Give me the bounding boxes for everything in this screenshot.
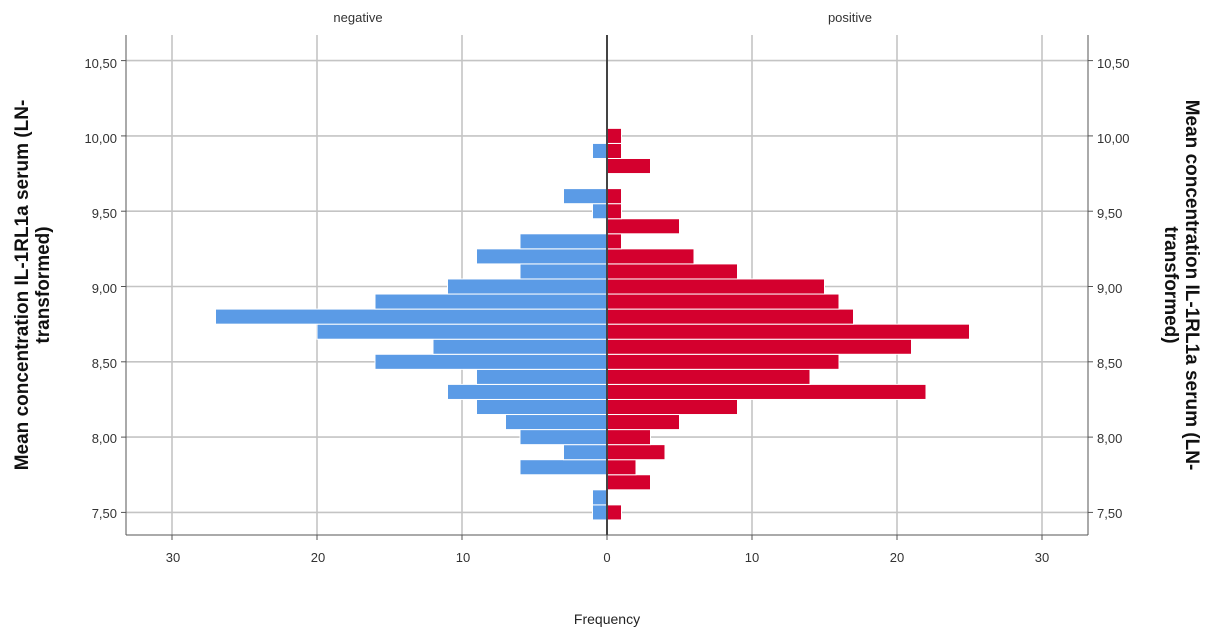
bar-positive-14 bbox=[606, 293, 840, 310]
bar-negative-18 bbox=[519, 233, 608, 250]
x-tick-label-pos-30: 30 bbox=[1035, 550, 1049, 565]
bar-negative-7 bbox=[476, 398, 608, 416]
bar-positive-5 bbox=[606, 429, 651, 446]
bar-negative-15 bbox=[447, 278, 608, 295]
axes bbox=[125, 35, 1089, 536]
panel-label-negative: negative bbox=[333, 10, 382, 25]
y-tick-right-1000: 10,00 bbox=[1097, 131, 1130, 146]
bar-negative-10 bbox=[374, 353, 608, 370]
x-tick-label-pos-10: 10 bbox=[745, 550, 759, 565]
left-y-axis-title-line-1: Mean concentration IL-1RL1a serum (LN- bbox=[12, 100, 33, 471]
bar-positive-17 bbox=[606, 248, 695, 265]
bar-negative-4 bbox=[563, 444, 608, 461]
y-tick-left-1000: 10,00 bbox=[84, 131, 117, 146]
bar-negative-16 bbox=[519, 263, 608, 280]
y-tick-right-950: 9,50 bbox=[1097, 206, 1122, 221]
bar-positive-23 bbox=[606, 157, 651, 175]
y-tick-right-750: 7,50 bbox=[1097, 506, 1122, 521]
histogram-bars bbox=[215, 127, 970, 521]
x-tick-label-pos-20: 20 bbox=[890, 550, 904, 565]
bar-negative-1 bbox=[592, 489, 608, 506]
bar-positive-7 bbox=[606, 398, 738, 416]
bar-negative-13 bbox=[215, 308, 608, 325]
bar-positive-25 bbox=[606, 127, 622, 144]
bar-positive-24 bbox=[606, 142, 622, 159]
y-tick-right-900: 9,00 bbox=[1097, 281, 1122, 296]
y-tick-left-950: 9,50 bbox=[92, 206, 117, 221]
y-tick-left-850: 8,50 bbox=[92, 356, 117, 371]
right-y-axis-title-line-2: transformed) bbox=[1160, 226, 1181, 343]
x-tick-label-neg-20: 20 bbox=[311, 550, 325, 565]
x-tick-label-neg-30: 30 bbox=[166, 550, 180, 565]
bar-negative-20 bbox=[592, 203, 608, 220]
bar-negative-24 bbox=[592, 142, 608, 159]
bar-negative-5 bbox=[519, 429, 608, 446]
bar-positive-11 bbox=[606, 338, 912, 355]
bar-positive-18 bbox=[606, 233, 622, 250]
bar-positive-3 bbox=[606, 459, 637, 476]
bar-positive-21 bbox=[606, 188, 622, 205]
panel-label-positive: positive bbox=[828, 10, 872, 25]
y-tick-right-850: 8,50 bbox=[1097, 356, 1122, 371]
y-tick-left-750: 7,50 bbox=[92, 506, 117, 521]
y-tick-left-900: 9,00 bbox=[92, 281, 117, 296]
x-tick-label-neg-10: 10 bbox=[456, 550, 470, 565]
bar-negative-12 bbox=[316, 323, 608, 340]
bar-positive-9 bbox=[606, 368, 811, 385]
bar-negative-9 bbox=[476, 368, 608, 385]
bar-negative-14 bbox=[374, 293, 608, 310]
bar-negative-17 bbox=[476, 248, 608, 265]
bar-negative-3 bbox=[519, 459, 608, 476]
right-y-axis-title-line-1: Mean concentration IL-1RL1a serum (LN- bbox=[1181, 100, 1202, 471]
bar-positive-0 bbox=[606, 504, 622, 521]
bar-positive-15 bbox=[606, 278, 825, 295]
bar-positive-13 bbox=[606, 308, 854, 325]
x-tick-label-zero: 0 bbox=[603, 550, 610, 565]
y-tick-left-800: 8,00 bbox=[92, 431, 117, 446]
bar-negative-21 bbox=[563, 188, 608, 205]
bar-positive-19 bbox=[606, 218, 680, 235]
x-axis-title: Frequency bbox=[574, 611, 640, 627]
bar-negative-6 bbox=[505, 414, 608, 431]
bar-positive-12 bbox=[606, 323, 970, 340]
y-tick-left-1050: 10,50 bbox=[84, 56, 117, 71]
left-y-axis-title-line-2: transformed) bbox=[33, 226, 54, 343]
bar-positive-8 bbox=[606, 383, 927, 400]
bar-negative-0 bbox=[592, 504, 608, 521]
bar-positive-20 bbox=[606, 203, 622, 220]
bar-positive-16 bbox=[606, 263, 738, 280]
y-tick-right-800: 8,00 bbox=[1097, 431, 1122, 446]
right-y-axis-title: Mean concentration IL-1RL1a serum (LN- t… bbox=[1160, 100, 1202, 471]
bar-negative-8 bbox=[447, 383, 608, 400]
bar-negative-11 bbox=[432, 338, 608, 355]
bar-positive-4 bbox=[606, 444, 666, 461]
bar-positive-6 bbox=[606, 414, 680, 431]
bar-positive-10 bbox=[606, 353, 840, 370]
left-y-axis-title: Mean concentration IL-1RL1a serum (LN- t… bbox=[12, 100, 54, 471]
y-tick-right-1050: 10,50 bbox=[1097, 56, 1130, 71]
tick-marks bbox=[121, 60, 1093, 540]
bar-positive-2 bbox=[606, 474, 651, 491]
